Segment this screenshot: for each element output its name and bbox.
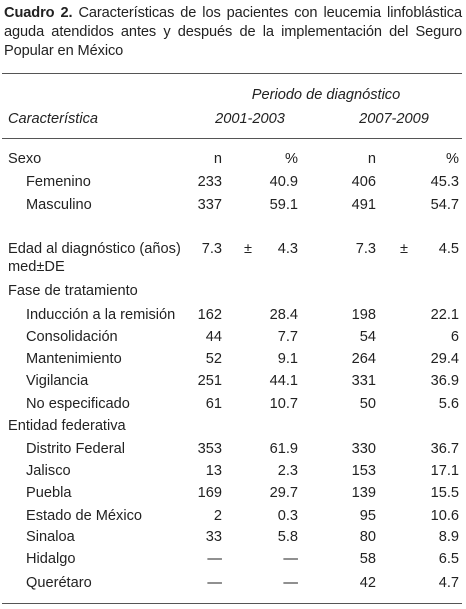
cell-p1: 0.3 — [277, 508, 298, 524]
row-label: Inducción a la remisión — [26, 307, 176, 323]
cell-n1: 52 — [205, 351, 222, 367]
cell-p1: 61.9 — [269, 441, 298, 457]
cell-n2: 7.3 — [355, 241, 376, 257]
cell-p2: 4.5 — [438, 241, 459, 257]
cell-p1: 28.4 — [269, 307, 298, 323]
cell-p1: 7.7 — [277, 329, 298, 345]
cell-n2: 42 — [359, 575, 376, 591]
row-label: Fase de tratamiento — [8, 283, 138, 299]
cell-n2: 95 — [359, 508, 376, 524]
row-label: Masculino — [26, 197, 92, 213]
cell-p2: 10.6 — [430, 508, 459, 524]
header-period2: 2007-2009 — [359, 111, 429, 127]
cell-n2: 198 — [351, 307, 376, 323]
row-label: Edad al diagnóstico (años) — [8, 241, 181, 257]
cell-n2: 330 — [351, 441, 376, 457]
cell-p1: 9.1 — [277, 351, 298, 367]
header-rule — [2, 138, 462, 139]
row-label: Sexo — [8, 151, 42, 167]
cell-p2: 5.6 — [438, 396, 459, 412]
cell-n1: 61 — [205, 396, 222, 412]
cell-p2: 17.1 — [430, 463, 459, 479]
cell-n1: n — [213, 151, 222, 167]
cell-n1: 337 — [197, 197, 222, 213]
caption-text: Características de los pacientes con leu… — [4, 5, 463, 59]
cell-n1: — — [207, 551, 222, 567]
cell-n1: 353 — [197, 441, 222, 457]
cell-p2: 6.5 — [438, 551, 459, 567]
row-label: Vigilancia — [26, 373, 89, 389]
cell-p1: — — [283, 551, 298, 567]
row-label: Entidad federativa — [8, 418, 126, 434]
cell-pm1: ± — [243, 241, 252, 257]
cell-p2: 45.3 — [430, 174, 459, 190]
cell-n1: 169 — [197, 485, 222, 501]
row-label: Hidalgo — [26, 551, 76, 567]
cell-n2: 50 — [359, 396, 376, 412]
row-label: med±DE — [8, 259, 65, 275]
cell-p2: 6 — [450, 329, 459, 345]
cell-p1: 5.8 — [277, 529, 298, 545]
header-characteristic: Característica — [8, 111, 99, 127]
cell-p2: 36.9 — [430, 373, 459, 389]
cell-n2: 58 — [359, 551, 376, 567]
cell-n1: 162 — [197, 307, 222, 323]
cell-n2: 491 — [351, 197, 376, 213]
cell-n1: 13 — [205, 463, 222, 479]
header-group: Periodo de diagnóstico — [251, 87, 401, 103]
cell-p1: — — [283, 575, 298, 591]
cell-n1: 44 — [205, 329, 222, 345]
cell-p2: % — [446, 151, 459, 167]
cell-p1: 59.1 — [269, 197, 298, 213]
row-label: Querétaro — [26, 575, 92, 591]
cell-p2: 15.5 — [430, 485, 459, 501]
row-label: Mantenimiento — [26, 351, 122, 367]
cell-n2: 331 — [351, 373, 376, 389]
cell-p2: 22.1 — [430, 307, 459, 323]
row-label: Femenino — [26, 174, 91, 190]
row-label: Jalisco — [26, 463, 71, 479]
row-label: Sinaloa — [26, 529, 75, 545]
row-label: No especificado — [26, 396, 130, 412]
cell-pm2: ± — [399, 241, 408, 257]
cell-n2: 264 — [351, 351, 376, 367]
cell-p1: 44.1 — [269, 373, 298, 389]
cell-n1: 251 — [197, 373, 222, 389]
cell-p2: 54.7 — [430, 197, 459, 213]
cell-n2: 139 — [351, 485, 376, 501]
row-label: Estado de México — [26, 508, 143, 524]
row-label: Consolidación — [26, 329, 118, 345]
caption-label: Cuadro 2. — [4, 5, 73, 21]
cell-p2: 36.7 — [430, 441, 459, 457]
cell-n1: 33 — [205, 529, 222, 545]
cell-p1: 4.3 — [277, 241, 298, 257]
cell-n2: 80 — [359, 529, 376, 545]
cell-n2: 406 — [351, 174, 376, 190]
cell-n1: 7.3 — [201, 241, 222, 257]
cell-n2: n — [367, 151, 376, 167]
top-rule — [2, 73, 462, 74]
row-label: Puebla — [26, 485, 72, 501]
cell-p1: 40.9 — [269, 174, 298, 190]
header-period1: 2001-2003 — [215, 111, 285, 127]
bottom-rule — [2, 603, 462, 604]
cell-p1: % — [285, 151, 298, 167]
cell-p1: 10.7 — [269, 396, 298, 412]
cell-n2: 153 — [351, 463, 376, 479]
cell-p2: 29.4 — [430, 351, 459, 367]
table-caption: Cuadro 2. Características de los pacient… — [4, 4, 462, 61]
cell-n2: 54 — [359, 329, 376, 345]
cell-p2: 8.9 — [438, 529, 459, 545]
row-label: Distrito Federal — [26, 441, 125, 457]
cell-p1: 2.3 — [277, 463, 298, 479]
cell-p1: 29.7 — [269, 485, 298, 501]
cell-n1: 233 — [197, 174, 222, 190]
cell-n1: — — [207, 575, 222, 591]
cell-p2: 4.7 — [438, 575, 459, 591]
cell-n1: 2 — [213, 508, 222, 524]
